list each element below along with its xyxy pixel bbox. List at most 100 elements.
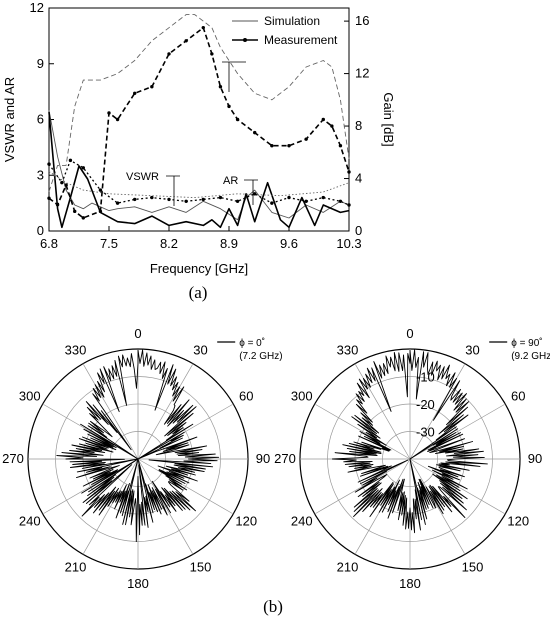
data-point xyxy=(321,117,325,122)
polar-spoke xyxy=(314,403,411,460)
angle-tick-label: 240 xyxy=(19,514,41,529)
annotation-vswr: VSWR xyxy=(126,171,159,183)
angle-tick-label: 270 xyxy=(274,451,296,466)
angle-tick-label: 60 xyxy=(239,389,253,404)
angle-tick-label: 180 xyxy=(127,576,149,591)
simulation-vswr-line xyxy=(48,110,350,221)
gain-callout xyxy=(222,61,246,92)
angle-tick-label: 210 xyxy=(337,559,359,574)
angle-tick-label: 30 xyxy=(465,343,479,358)
panel-label-b: (b) xyxy=(263,597,283,616)
data-point xyxy=(167,197,171,202)
data-point xyxy=(47,196,51,200)
angle-tick-label: 300 xyxy=(19,389,41,404)
data-point xyxy=(64,183,68,187)
data-point xyxy=(218,195,223,200)
data-point xyxy=(304,137,308,141)
measurement-ar-line xyxy=(48,159,350,206)
y-left-tick-label: 12 xyxy=(30,0,44,15)
data-point xyxy=(184,199,188,203)
data-point xyxy=(201,25,205,30)
data-point xyxy=(133,91,137,95)
data-point xyxy=(227,104,231,109)
polar-spoke xyxy=(137,363,194,460)
y-right-tick-label: 12 xyxy=(355,66,369,81)
radiation-pattern-trace xyxy=(56,349,220,543)
data-point xyxy=(81,216,85,220)
y-right-tick-label: 8 xyxy=(355,118,362,133)
x-tick-label: 9.6 xyxy=(280,236,298,251)
y-left-tick-label: 0 xyxy=(37,223,44,238)
angle-tick-label: 90 xyxy=(256,451,270,466)
simulation-gain-line xyxy=(48,14,350,192)
y-right-tick-label: 0 xyxy=(355,223,362,238)
data-point xyxy=(218,85,223,89)
data-point xyxy=(133,197,137,202)
angle-tick-label: 210 xyxy=(65,559,87,574)
x-tick-label: 7.5 xyxy=(100,236,118,251)
radiation-pattern-trace xyxy=(331,349,488,534)
data-point xyxy=(321,195,325,200)
angle-tick-label: 150 xyxy=(190,559,212,574)
measurement-gain-line xyxy=(48,26,350,219)
x-tick-label: 8.9 xyxy=(220,236,238,251)
angle-tick-label: 150 xyxy=(462,559,484,574)
data-point xyxy=(338,144,343,148)
legend-marker xyxy=(243,38,247,42)
angle-tick-label: 30 xyxy=(193,343,207,358)
data-point xyxy=(167,52,171,56)
legend: Simulation Measurement xyxy=(232,14,338,47)
angle-tick-label: 300 xyxy=(291,389,313,404)
polar-legend-freq: (9.2 GHz) xyxy=(511,351,550,362)
data-point xyxy=(115,201,120,205)
angle-tick-label: 0 xyxy=(406,326,413,341)
vswr-callout xyxy=(166,175,180,206)
data-point xyxy=(347,170,351,174)
data-point xyxy=(235,117,240,122)
angle-tick-label: 180 xyxy=(399,576,421,591)
data-point xyxy=(47,162,51,166)
y-left-tick-label: 6 xyxy=(37,112,44,127)
radial-tick-label: -30 xyxy=(416,425,435,440)
angle-tick-label: 0 xyxy=(134,326,141,341)
data-point xyxy=(347,203,351,207)
data-point xyxy=(55,203,60,207)
data-point xyxy=(235,199,240,203)
data-point xyxy=(304,199,308,203)
data-point xyxy=(287,195,291,200)
data-point xyxy=(330,124,334,128)
data-point xyxy=(253,130,257,135)
y-right-tick-label: 16 xyxy=(355,13,369,28)
polar-spoke xyxy=(137,458,194,555)
angle-tick-label: 270 xyxy=(2,451,24,466)
tick-marks xyxy=(48,7,350,232)
data-point xyxy=(73,209,77,214)
radial-tick-label: -20 xyxy=(416,397,435,412)
data-point xyxy=(60,180,64,185)
x-tick-label: 10.3 xyxy=(336,236,361,251)
polar-spoke xyxy=(82,363,139,460)
y-right-tick-label: 4 xyxy=(355,171,362,186)
angle-tick-label: 330 xyxy=(337,343,359,358)
data-point xyxy=(210,52,214,56)
data-point xyxy=(115,117,120,122)
polar-chart-phi0: 0 30 60 90 120 150 180 210 240 270 300 330 ϕ = 0˚ (7.… xyxy=(2,326,282,591)
legend-label-measurement: Measurement xyxy=(264,33,338,47)
data-point xyxy=(98,209,103,214)
y-axis-label-left: VSWR and AR xyxy=(2,77,17,162)
y-axis-label-right: Gain [dB] xyxy=(381,92,396,146)
x-tick-label: 6.8 xyxy=(40,236,58,251)
polar-spoke xyxy=(82,458,139,555)
legend-label-simulation: Simulation xyxy=(264,14,320,28)
data-point xyxy=(150,195,154,200)
polar-chart-phi90: 0306090120150180210240270300330-10-20-30… xyxy=(274,326,550,591)
data-point xyxy=(338,199,343,203)
data-point xyxy=(184,39,188,43)
data-point xyxy=(98,188,103,192)
polar-spoke xyxy=(409,403,506,460)
polar-legend-freq: (7.2 GHz) xyxy=(239,351,282,362)
data-point xyxy=(270,201,274,205)
data-point xyxy=(81,166,85,170)
